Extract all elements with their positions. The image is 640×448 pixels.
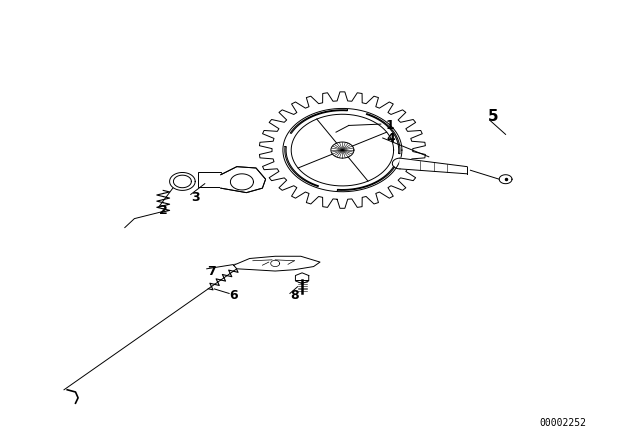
Polygon shape bbox=[234, 256, 320, 271]
Text: 6: 6 bbox=[229, 289, 238, 302]
Polygon shape bbox=[400, 158, 467, 174]
Text: 8: 8 bbox=[290, 289, 299, 302]
Text: 1: 1 bbox=[386, 119, 395, 132]
Text: 2: 2 bbox=[159, 204, 168, 217]
Text: 5: 5 bbox=[488, 109, 498, 124]
Text: 3: 3 bbox=[191, 190, 200, 204]
Text: 4: 4 bbox=[386, 132, 395, 146]
Polygon shape bbox=[221, 167, 266, 193]
Text: 00002252: 00002252 bbox=[540, 418, 587, 428]
Text: 7: 7 bbox=[207, 264, 216, 278]
Bar bbox=[198, 172, 221, 187]
